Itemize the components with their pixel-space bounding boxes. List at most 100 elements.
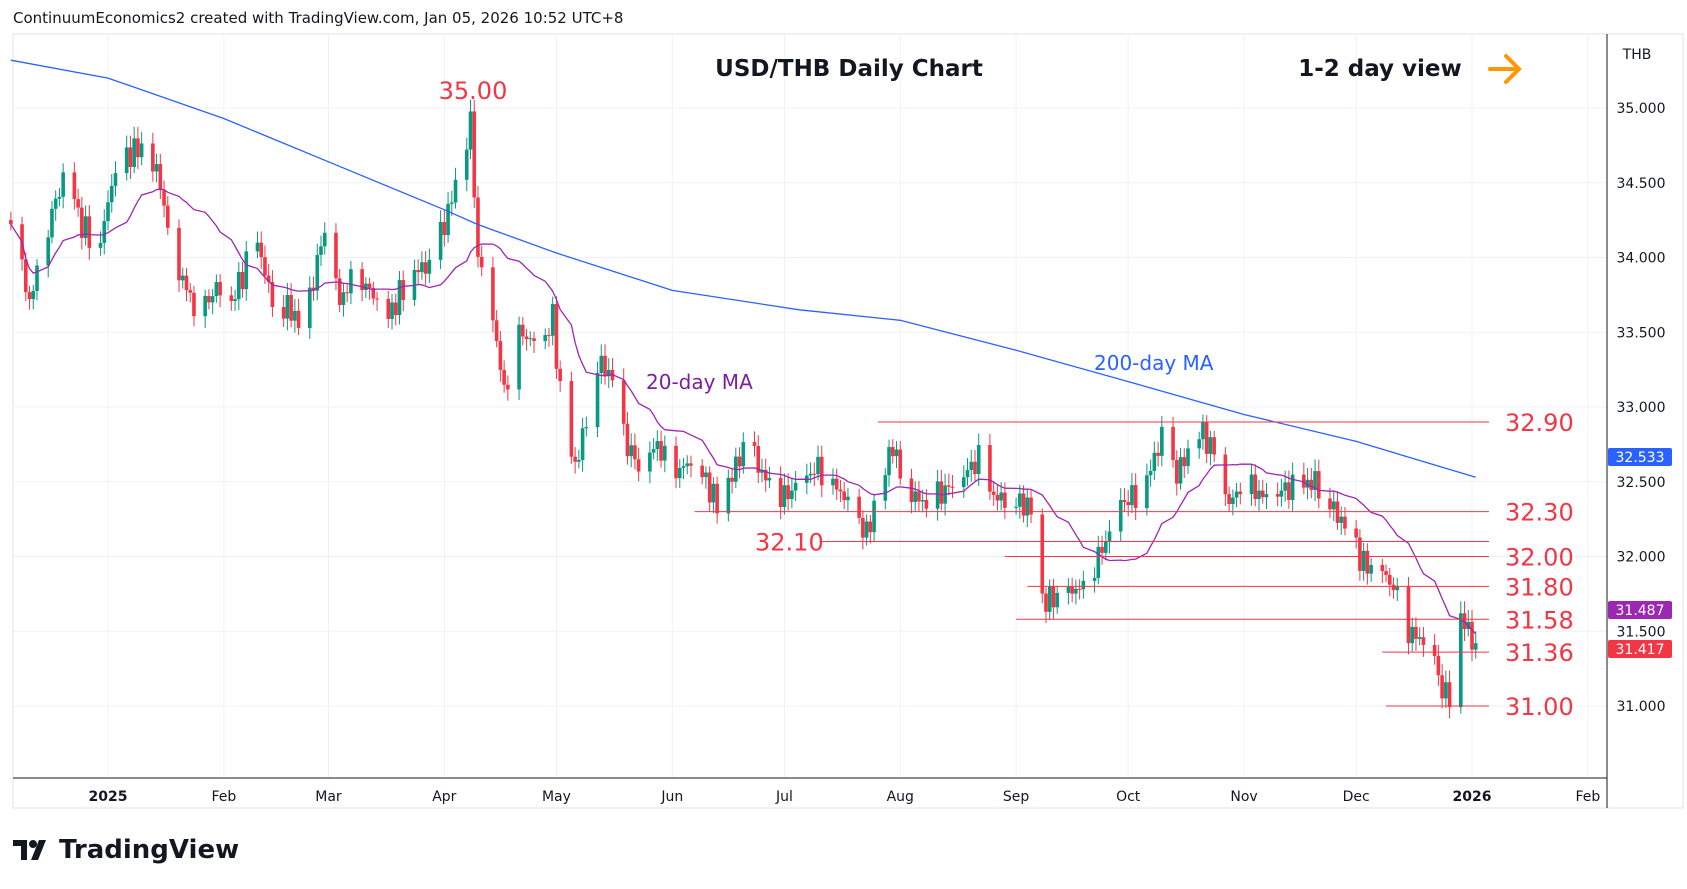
candle-body bbox=[924, 500, 929, 509]
candle bbox=[420, 251, 424, 280]
candle-body bbox=[521, 324, 525, 337]
candle-body bbox=[1081, 580, 1086, 590]
candle-body bbox=[416, 269, 420, 273]
candle bbox=[446, 191, 450, 243]
candle bbox=[371, 281, 376, 305]
candle-body bbox=[677, 467, 682, 479]
candle-body bbox=[1238, 491, 1243, 495]
y-tick-label: 34.500 bbox=[1617, 176, 1666, 192]
candle bbox=[322, 222, 327, 255]
candle bbox=[192, 285, 196, 327]
candle-body bbox=[285, 295, 290, 319]
candle-body bbox=[214, 282, 219, 297]
candle bbox=[674, 436, 678, 489]
candle bbox=[506, 375, 510, 401]
candle-body bbox=[898, 449, 903, 479]
ma200-label: 200-day MA bbox=[1094, 351, 1214, 375]
candle bbox=[1074, 579, 1078, 605]
candle-body bbox=[741, 442, 746, 467]
candle bbox=[218, 274, 222, 308]
candle bbox=[973, 450, 977, 481]
candle-body bbox=[663, 445, 667, 461]
candle-body bbox=[528, 338, 533, 340]
candle bbox=[636, 447, 641, 482]
candle-body bbox=[969, 461, 974, 471]
candle-body bbox=[1335, 501, 1340, 523]
candle bbox=[229, 286, 234, 311]
candle-body bbox=[315, 254, 320, 291]
candle bbox=[349, 261, 353, 305]
candle bbox=[864, 514, 869, 546]
candle-body bbox=[1152, 452, 1157, 471]
candle bbox=[917, 481, 921, 512]
x-tick-label: Mar bbox=[315, 789, 342, 805]
candle bbox=[1182, 448, 1187, 479]
candle-body bbox=[229, 295, 234, 302]
candle-body bbox=[864, 521, 869, 538]
candle-body bbox=[453, 179, 458, 203]
candle-body bbox=[128, 147, 133, 167]
candle-body bbox=[1380, 564, 1385, 572]
x-tick-label: May bbox=[542, 789, 571, 805]
candle-body bbox=[517, 324, 521, 390]
price-chart[interactable]: 35.000 34.500 34.000 33.500 33.000 32.500 32.0… bbox=[0, 0, 1687, 830]
candle bbox=[1290, 462, 1295, 512]
candle bbox=[1178, 447, 1183, 490]
candle bbox=[296, 299, 301, 336]
candle bbox=[988, 433, 992, 501]
candle bbox=[819, 445, 824, 498]
candle-body bbox=[1003, 492, 1007, 508]
candle-body bbox=[861, 517, 865, 538]
candle bbox=[1133, 473, 1138, 520]
candle bbox=[80, 196, 84, 250]
candle bbox=[72, 162, 77, 210]
candle bbox=[307, 276, 312, 339]
candle bbox=[87, 205, 92, 260]
candle-body bbox=[1354, 528, 1358, 538]
candle bbox=[109, 173, 114, 213]
candle-body bbox=[1331, 501, 1336, 510]
candle-body bbox=[1384, 571, 1388, 575]
candle-body bbox=[27, 292, 32, 300]
level-label: 31.00 bbox=[1505, 693, 1574, 721]
candle-body bbox=[1145, 475, 1149, 509]
candle-body bbox=[1133, 485, 1138, 509]
candle bbox=[584, 416, 589, 437]
candle-body bbox=[1160, 426, 1164, 456]
candle-body bbox=[255, 242, 260, 252]
candle bbox=[790, 478, 794, 509]
candle bbox=[976, 433, 981, 487]
candle-body bbox=[1462, 613, 1467, 630]
candle bbox=[595, 361, 600, 438]
candle bbox=[685, 455, 690, 475]
x-tick-label: Jun bbox=[660, 789, 683, 805]
candle-body bbox=[890, 447, 895, 457]
candle-body bbox=[1018, 493, 1022, 507]
candle-body bbox=[1171, 426, 1175, 460]
candle-body bbox=[289, 295, 293, 321]
candle-body bbox=[737, 456, 742, 467]
candle-body bbox=[913, 491, 917, 503]
candle-body bbox=[550, 304, 555, 336]
candle-body bbox=[1253, 474, 1258, 500]
candle bbox=[494, 310, 499, 348]
candle-body bbox=[909, 478, 914, 503]
candle-body bbox=[584, 427, 589, 429]
candle-body bbox=[136, 138, 140, 158]
candle-body bbox=[633, 445, 637, 460]
candle bbox=[1227, 486, 1231, 512]
candle-body bbox=[53, 198, 58, 209]
candle-body bbox=[1473, 643, 1478, 650]
candle-body bbox=[367, 283, 372, 288]
candle-body bbox=[838, 489, 843, 492]
ma200-badge: 32.533 bbox=[1616, 450, 1665, 466]
x-tick-label: 2026 bbox=[1453, 789, 1492, 805]
candle bbox=[1070, 577, 1074, 603]
candle bbox=[1040, 508, 1045, 604]
candle bbox=[838, 479, 843, 503]
candle-body bbox=[651, 449, 656, 453]
candle bbox=[401, 270, 406, 312]
candle-body bbox=[685, 463, 690, 467]
candle bbox=[162, 180, 166, 218]
candle-body bbox=[1470, 621, 1474, 650]
